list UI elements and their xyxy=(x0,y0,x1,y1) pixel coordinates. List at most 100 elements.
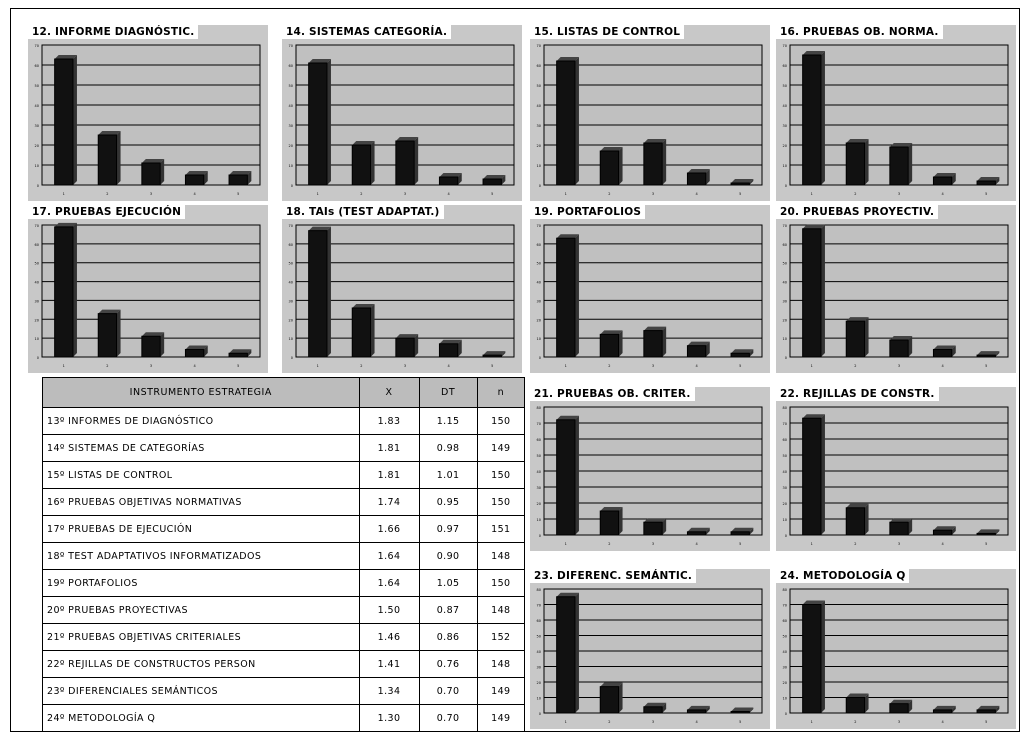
x-tick-label: 2 xyxy=(608,364,610,368)
x-tick-label: 2 xyxy=(854,364,856,368)
bar xyxy=(482,354,502,358)
chart-panel: 0 10 20 30 40 50 60 70 80 1 2 3 4 5 21. PRUEBAS OB. CR… xyxy=(530,387,770,551)
chart-title: 18. TAIs (TEST ADAPTAT.) xyxy=(282,205,444,219)
instrument-cell: 15º LISTAS DE CONTROL xyxy=(42,461,360,489)
y-tick-label: 60 xyxy=(35,243,39,247)
bar-top xyxy=(643,518,667,523)
bar xyxy=(686,531,707,536)
bar-chart: 0 10 20 30 40 50 60 70 80 1 2 3 4 5 xyxy=(537,406,763,546)
instrument-cell: 20º PRUEBAS PROYECTIVAS xyxy=(42,596,360,624)
y-tick-label: 70 xyxy=(537,422,541,426)
y-tick-label: 50 xyxy=(537,635,541,639)
bar xyxy=(889,146,909,186)
value-cell: 0.98 xyxy=(418,434,478,462)
instrument-cell: 14º SISTEMAS DE CATEGORÍAS xyxy=(42,434,360,462)
x-tick-label: 5 xyxy=(739,364,741,368)
bar-side xyxy=(618,147,623,185)
bar xyxy=(556,596,576,714)
bar-side xyxy=(574,234,579,357)
x-tick-label: 1 xyxy=(317,192,319,196)
x-tick-label: 2 xyxy=(854,192,856,196)
x-tick-label: 4 xyxy=(193,192,196,196)
y-tick-label: 30 xyxy=(289,299,293,303)
instrument-cell: 17º PRUEBAS DE EJECUCIÓN xyxy=(42,515,360,543)
bar-top xyxy=(439,339,462,344)
bar xyxy=(802,54,822,186)
bar-side xyxy=(908,336,913,357)
bar xyxy=(976,709,996,714)
bar-top xyxy=(643,702,667,707)
bar xyxy=(482,178,502,186)
bar xyxy=(730,182,750,186)
bar-side xyxy=(749,707,754,713)
bar-top xyxy=(802,224,825,229)
x-tick-label: 2 xyxy=(608,542,610,546)
bar-side xyxy=(457,173,462,185)
bar-top xyxy=(556,592,579,597)
bar-side xyxy=(864,503,869,535)
y-tick-label: 30 xyxy=(537,486,541,490)
y-tick-label: 70 xyxy=(783,604,787,608)
bar xyxy=(141,335,161,358)
bar-side xyxy=(203,345,208,357)
bar-side xyxy=(203,171,208,185)
bar-top xyxy=(98,131,121,135)
y-tick-label: 60 xyxy=(289,64,293,68)
bar-side xyxy=(160,332,165,357)
y-tick-label: 40 xyxy=(537,470,541,474)
x-tick-label: 3 xyxy=(652,192,654,196)
bar xyxy=(643,706,663,714)
value-cell: 148 xyxy=(476,542,526,570)
bar-top xyxy=(556,415,579,420)
y-tick-label: 20 xyxy=(35,318,39,322)
y-tick-label: 20 xyxy=(537,681,541,685)
chart-panel: 0 10 20 30 40 50 60 70 1 2 3 4 5 14. SISTEMAS CATEGOR… xyxy=(282,25,522,201)
bar xyxy=(802,228,822,358)
bar xyxy=(97,134,118,186)
bar-side xyxy=(705,341,710,357)
y-tick-label: 10 xyxy=(537,518,541,522)
bar xyxy=(802,417,822,536)
x-tick-label: 4 xyxy=(193,364,196,368)
bar xyxy=(308,62,328,186)
bar-chart: 0 10 20 30 40 50 60 70 80 1 2 3 4 5 xyxy=(783,588,1009,724)
column-header: DT xyxy=(418,377,478,408)
x-tick-label: 4 xyxy=(695,192,698,196)
y-tick-label: 50 xyxy=(537,454,541,458)
column-header: INSTRUMENTO ESTRATEGIA xyxy=(42,377,360,408)
bar-chart: 0 10 20 30 40 50 60 70 1 2 3 4 5 xyxy=(289,44,515,196)
bar-top xyxy=(600,330,623,335)
chart-title: 14. SISTEMAS CATEGORÍA. xyxy=(282,25,452,39)
x-tick-label: 1 xyxy=(811,542,813,546)
bar-top xyxy=(141,159,165,163)
bar-top xyxy=(933,345,956,350)
y-tick-label: 70 xyxy=(537,44,541,48)
bar-top xyxy=(600,682,623,687)
y-tick-label: 30 xyxy=(537,666,541,670)
y-tick-label: 30 xyxy=(537,299,541,303)
value-cell: 152 xyxy=(476,623,526,651)
y-tick-label: 10 xyxy=(783,164,787,168)
x-tick-label: 3 xyxy=(652,542,654,546)
x-tick-label: 1 xyxy=(565,542,567,546)
y-tick-label: 40 xyxy=(783,650,787,654)
bar-side xyxy=(705,169,710,185)
bar-top xyxy=(439,173,462,177)
bar xyxy=(932,709,953,714)
bar xyxy=(802,604,822,714)
x-tick-label: 2 xyxy=(106,192,108,196)
bar xyxy=(643,330,663,358)
bar xyxy=(845,320,866,358)
x-tick-label: 2 xyxy=(360,192,362,196)
bar-side xyxy=(820,600,825,713)
y-tick-label: 70 xyxy=(537,224,541,228)
bar xyxy=(556,60,576,186)
y-tick-label: 0 xyxy=(785,712,787,716)
value-cell: 1.46 xyxy=(358,623,420,651)
bar xyxy=(556,237,576,358)
bar-top xyxy=(846,693,869,698)
bar-chart: 0 10 20 30 40 50 60 70 1 2 3 4 5 xyxy=(783,44,1009,196)
bar-side xyxy=(820,414,825,535)
value-cell: 0.70 xyxy=(418,677,478,705)
y-tick-label: 50 xyxy=(783,635,787,639)
